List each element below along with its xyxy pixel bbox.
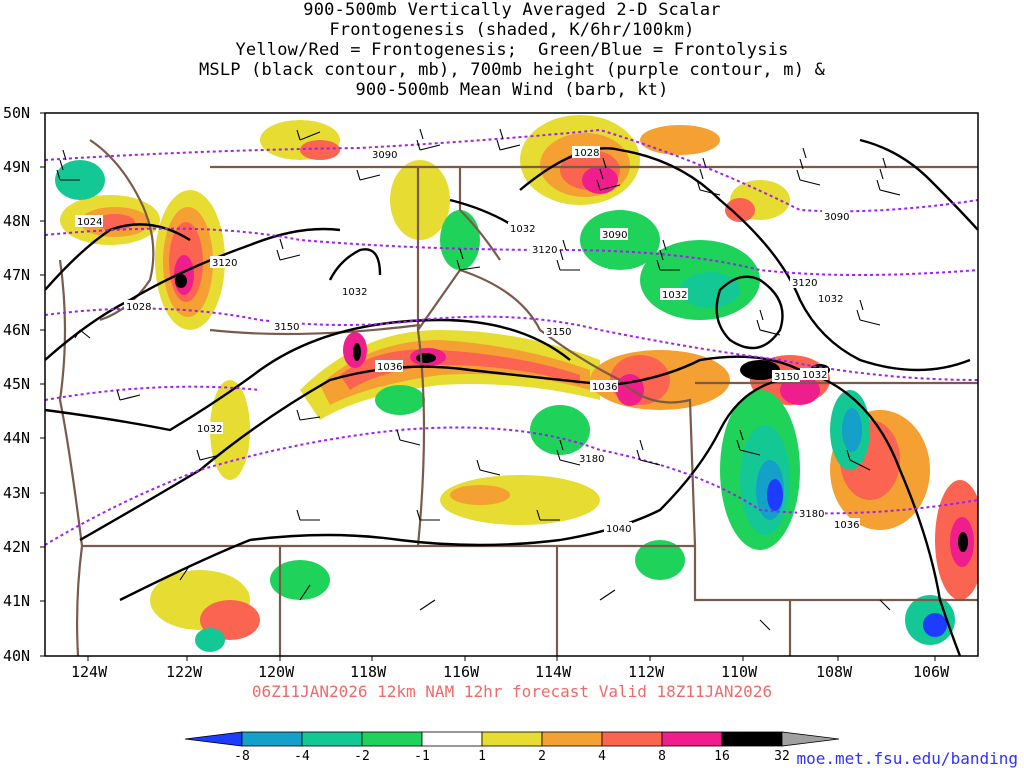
lon-label-122w: 122W: [166, 663, 203, 681]
mslp-label: 1028: [574, 148, 599, 159]
lat-label-49n: 49N: [3, 158, 30, 176]
height-label: 3150: [774, 372, 799, 383]
frontogenesis-shading: [55, 115, 978, 652]
lat-label-46n: 46N: [3, 321, 30, 339]
colorbar-label: 32: [774, 749, 790, 764]
colorbar-label: 2: [538, 749, 546, 764]
height-label: 3150: [546, 327, 571, 338]
height-label: 3120: [532, 245, 557, 256]
height-label: 3120: [792, 278, 817, 289]
title-line-4: MSLP (black contour, mb), 700mb height (…: [198, 60, 826, 80]
credit-url: moe.met.fsu.edu/banding: [796, 749, 1018, 768]
height-label: 3150: [274, 322, 299, 333]
colorbar-label: -8: [234, 749, 250, 764]
title-line-3: Yellow/Red = Frontogenesis; Green/Blue =…: [235, 40, 789, 60]
mslp-contours: [45, 138, 978, 656]
lon-label-116w: 116W: [443, 663, 480, 681]
colorbar-label: 16: [714, 749, 730, 764]
map-content: 1024 1028 1032 1032 1032 1028 1032 1036 …: [45, 115, 978, 656]
lon-label-118w: 118W: [350, 663, 387, 681]
lat-label-48n: 48N: [3, 212, 30, 230]
lat-label-44n: 44N: [3, 429, 30, 447]
lat-label-41n: 41N: [3, 592, 30, 610]
colorbar-label: 4: [598, 749, 606, 764]
colorbar-segment: [721, 731, 783, 747]
title-line-5: 900-500mb Mean Wind (barb, kt): [355, 80, 669, 100]
colorbar-segment: [301, 731, 363, 747]
height-label: 3180: [799, 509, 824, 520]
colorbar-label: -1: [414, 749, 430, 764]
colorbar-segment: [361, 731, 423, 747]
colorbar-segment: [541, 731, 603, 747]
height-label: 3120: [212, 258, 237, 269]
height-label: 3090: [372, 150, 397, 161]
colorbar-arrow-low: [184, 731, 243, 747]
mslp-label: 1032: [342, 287, 367, 298]
colorbar-label: 1: [478, 749, 486, 764]
height-label: 3180: [579, 454, 604, 465]
lat-label-50n: 50N: [3, 104, 30, 122]
lon-label-106w: 106W: [913, 663, 950, 681]
mslp-label: 1036: [377, 362, 402, 373]
mslp-label: 1024: [77, 217, 102, 228]
lon-label-114w: 114W: [535, 663, 572, 681]
lon-axis: [87, 656, 936, 661]
mslp-label: 1032: [818, 294, 843, 305]
mslp-label: 1028: [126, 302, 151, 313]
mslp-label: 1036: [592, 382, 617, 393]
lat-axis: [40, 112, 45, 657]
mslp-label: 1032: [662, 290, 687, 301]
colorbar-label: 8: [658, 749, 666, 764]
title-line-1: 900-500mb Vertically Averaged 2-D Scalar: [303, 0, 721, 20]
colorbar-segment: [601, 731, 663, 747]
mslp-label: 1032: [802, 370, 827, 381]
height-label: 3090: [824, 212, 849, 223]
lon-label-124w: 124W: [71, 663, 108, 681]
forecast-valid-label: 06Z11JAN2026 12km NAM 12hr forecast Vali…: [251, 682, 773, 701]
lat-label-43n: 43N: [3, 484, 30, 502]
colorbar-segment: [241, 731, 303, 747]
boundaries: [58, 139, 978, 656]
title-block: 900-500mb Vertically Averaged 2-D Scalar…: [0, 0, 1024, 100]
colorbar-segment: [421, 731, 483, 747]
colorbar-label: -4: [294, 749, 310, 764]
title-line-2: Frontogenesis (shaded, K/6hr/100km): [329, 20, 695, 40]
mslp-label: 1040: [606, 524, 631, 535]
height-label: 3090: [602, 230, 627, 241]
mslp-label: 1032: [197, 424, 222, 435]
mslp-label: 1032: [510, 224, 535, 235]
mslp-label-group: 1024 1028 1032 1032 1032 1028 1032 1036 …: [75, 146, 860, 535]
height-label-group: 3090 3090 3090 3120 3120 3120 3150 3150 …: [210, 148, 850, 520]
colorbar-label: -2: [354, 749, 370, 764]
colorbar-segment: [481, 731, 543, 747]
lon-label-110w: 110W: [721, 663, 758, 681]
lon-label-112w: 112W: [628, 663, 665, 681]
lat-label-45n: 45N: [3, 375, 30, 393]
lat-label-40n: 40N: [3, 647, 30, 665]
lat-label-42n: 42N: [3, 538, 30, 556]
colorbar-segment: [661, 731, 723, 747]
colorbar-arrow-high: [781, 731, 840, 747]
lon-label-108w: 108W: [816, 663, 853, 681]
mslp-label: 1036: [834, 520, 859, 531]
colorbar: -8 -4 -2 -1 1 2 4 8 16 32: [184, 731, 840, 764]
lon-label-120w: 120W: [258, 663, 295, 681]
wind-barbs: [56, 128, 901, 631]
lat-label-47n: 47N: [3, 266, 30, 284]
